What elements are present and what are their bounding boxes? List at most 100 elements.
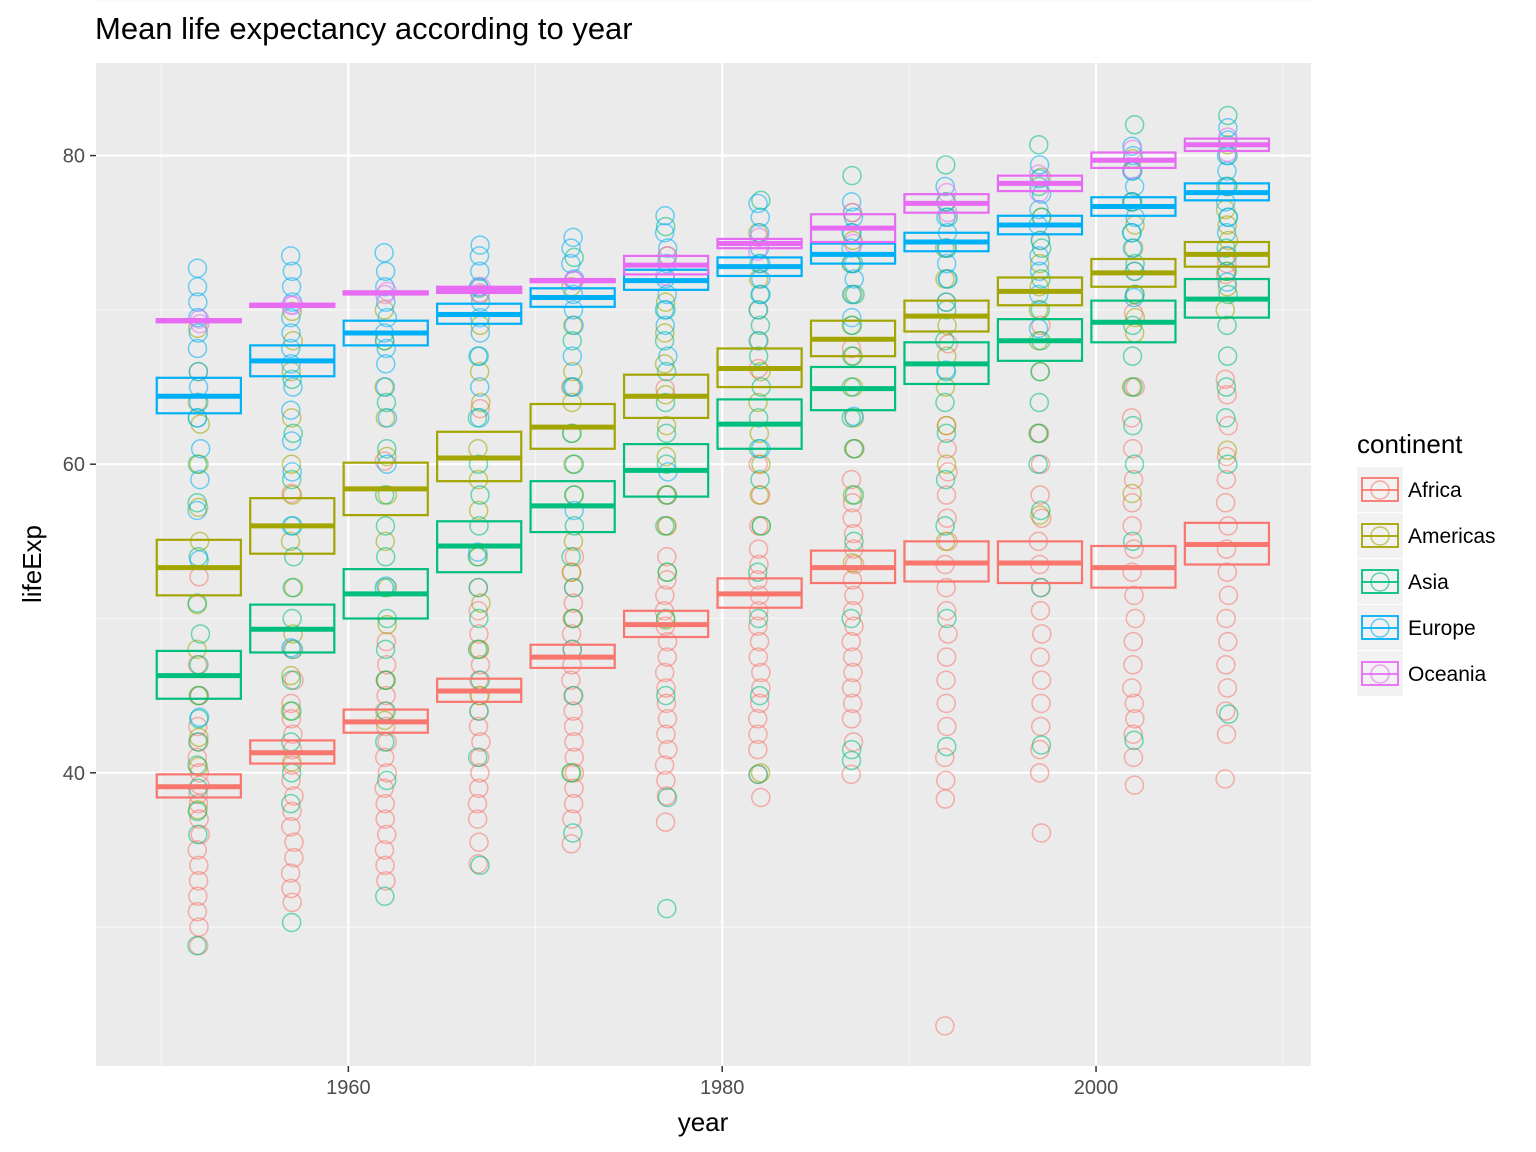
data-points (187, 105, 1239, 1036)
data-point (190, 624, 211, 644)
data-point (563, 300, 584, 320)
data-point (751, 284, 771, 305)
data-point (280, 246, 301, 266)
data-point (284, 832, 304, 853)
data-point (1031, 823, 1052, 843)
data-point (843, 601, 863, 621)
data-point (936, 577, 956, 598)
data-point (470, 485, 490, 505)
data-point (1216, 539, 1237, 559)
data-point (654, 331, 675, 351)
data-point (750, 269, 771, 289)
data-point (841, 192, 862, 212)
data-point (281, 670, 302, 690)
data-point (842, 315, 863, 336)
data-point (1124, 287, 1144, 308)
data-point (375, 886, 395, 907)
data-point (1218, 415, 1239, 436)
data-point (844, 406, 864, 427)
data-point (935, 469, 956, 490)
data-point (1123, 724, 1143, 744)
data-point (936, 670, 956, 690)
data-point (190, 469, 210, 490)
data-point (374, 451, 395, 471)
data-point (564, 454, 585, 474)
data-point (467, 793, 488, 814)
data-point (470, 307, 490, 328)
data-point (1218, 704, 1239, 724)
data-point (564, 315, 584, 336)
data-point (468, 469, 489, 490)
data-point (282, 577, 303, 598)
data-point (469, 624, 489, 644)
data-point (843, 662, 863, 683)
data-point (841, 678, 862, 698)
data-point (374, 485, 395, 505)
data-point (375, 809, 395, 829)
data-point (841, 608, 861, 629)
data-point (1124, 775, 1145, 795)
data-point (563, 701, 583, 721)
data-point (375, 354, 396, 374)
data-point (936, 155, 956, 175)
data-point (935, 516, 955, 536)
data-point (1122, 315, 1143, 336)
data-point (562, 331, 582, 351)
data-point (281, 408, 302, 428)
data-point (563, 823, 583, 843)
data-point (1028, 135, 1049, 155)
legend-key-point (1370, 572, 1390, 592)
data-point (563, 593, 584, 613)
data-point (938, 269, 958, 289)
data-point (187, 593, 208, 613)
data-point (654, 300, 675, 320)
data-point (468, 577, 489, 598)
data-point (1123, 377, 1143, 397)
data-point (1217, 678, 1238, 698)
data-point (1122, 346, 1143, 366)
data-point (377, 454, 397, 474)
data-point (750, 315, 771, 336)
data-point (563, 377, 584, 397)
data-point (1029, 392, 1050, 413)
data-point (842, 553, 863, 573)
data-point (1125, 608, 1146, 629)
y-tick-label: 40 (63, 763, 85, 785)
data-point (282, 462, 302, 482)
data-point (562, 392, 582, 413)
data-point (1030, 230, 1051, 251)
data-point (1124, 693, 1145, 714)
data-point (375, 531, 396, 552)
data-point (283, 331, 303, 351)
legend-key-point (1370, 618, 1390, 638)
data-point (1029, 155, 1050, 175)
data-point (1122, 531, 1143, 552)
data-point (842, 202, 863, 223)
data-point (748, 647, 769, 667)
data-point (1031, 315, 1051, 336)
data-point (188, 323, 209, 343)
data-point (377, 824, 397, 845)
data-point (469, 778, 489, 798)
data-point (843, 523, 864, 544)
data-point (751, 190, 771, 211)
data-point (1215, 769, 1235, 789)
data-point (657, 631, 678, 652)
data-point (187, 258, 208, 278)
data-point (375, 855, 395, 876)
data-point (282, 801, 302, 822)
data-point (656, 678, 676, 698)
data-point (841, 750, 862, 771)
data-point (657, 562, 677, 582)
data-point (841, 709, 862, 729)
data-point (468, 454, 489, 474)
data-point (189, 855, 209, 876)
data-point (376, 338, 396, 359)
data-point (281, 912, 302, 933)
x-axis-title: year (678, 1107, 729, 1137)
data-point (376, 685, 396, 706)
data-point (936, 693, 957, 714)
data-point (655, 608, 676, 629)
data-point (467, 639, 488, 660)
data-point (1217, 272, 1237, 292)
